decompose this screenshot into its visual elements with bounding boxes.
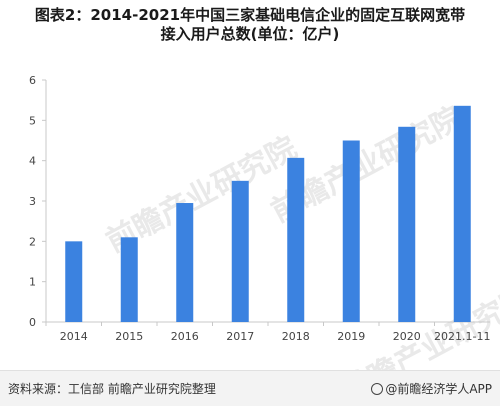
x-tick-label: 2021.1-11 (434, 330, 490, 343)
source-note: 资料来源：工信部 前瞻产业研究院整理 (8, 382, 216, 396)
x-tick-label: 2020 (393, 330, 421, 343)
x-tick-label: 2015 (115, 330, 143, 343)
bar (453, 105, 471, 323)
bar (65, 241, 83, 322)
chart-title-line1: 图表2：2014-2021年中国三家基础电信企业的固定互联网宽带 (34, 6, 466, 24)
brand-icon (371, 383, 384, 395)
chart-title-line2: 接入用户总数(单位：亿户) (160, 25, 340, 43)
bar (231, 180, 249, 322)
x-tick-label: 2017 (226, 330, 254, 343)
y-tick-label: 6 (29, 74, 36, 87)
brand-text: @前瞻经济学人APP (385, 382, 492, 396)
chart-title: 图表2：2014-2021年中国三家基础电信企业的固定互联网宽带 接入用户总数(… (10, 6, 490, 44)
bar (287, 157, 305, 322)
y-tick-label: 3 (29, 195, 36, 208)
y-tick-label: 4 (29, 155, 36, 168)
bar (176, 203, 194, 322)
y-tick-label: 1 (29, 276, 36, 289)
x-tick-label: 2019 (337, 330, 365, 343)
footer: 资料来源：工信部 前瞻产业研究院整理 @前瞻经济学人APP (0, 370, 500, 406)
x-tick-label: 2016 (171, 330, 199, 343)
y-tick-label: 5 (29, 114, 36, 127)
y-tick-label: 2 (29, 235, 36, 248)
y-tick-label: 0 (29, 316, 36, 329)
bar (342, 140, 360, 322)
x-tick-label: 2018 (282, 330, 310, 343)
bar (120, 237, 138, 322)
brand-label: @前瞻经济学人APP (371, 380, 492, 397)
bar (398, 126, 416, 322)
x-tick-label: 2014 (60, 330, 88, 343)
